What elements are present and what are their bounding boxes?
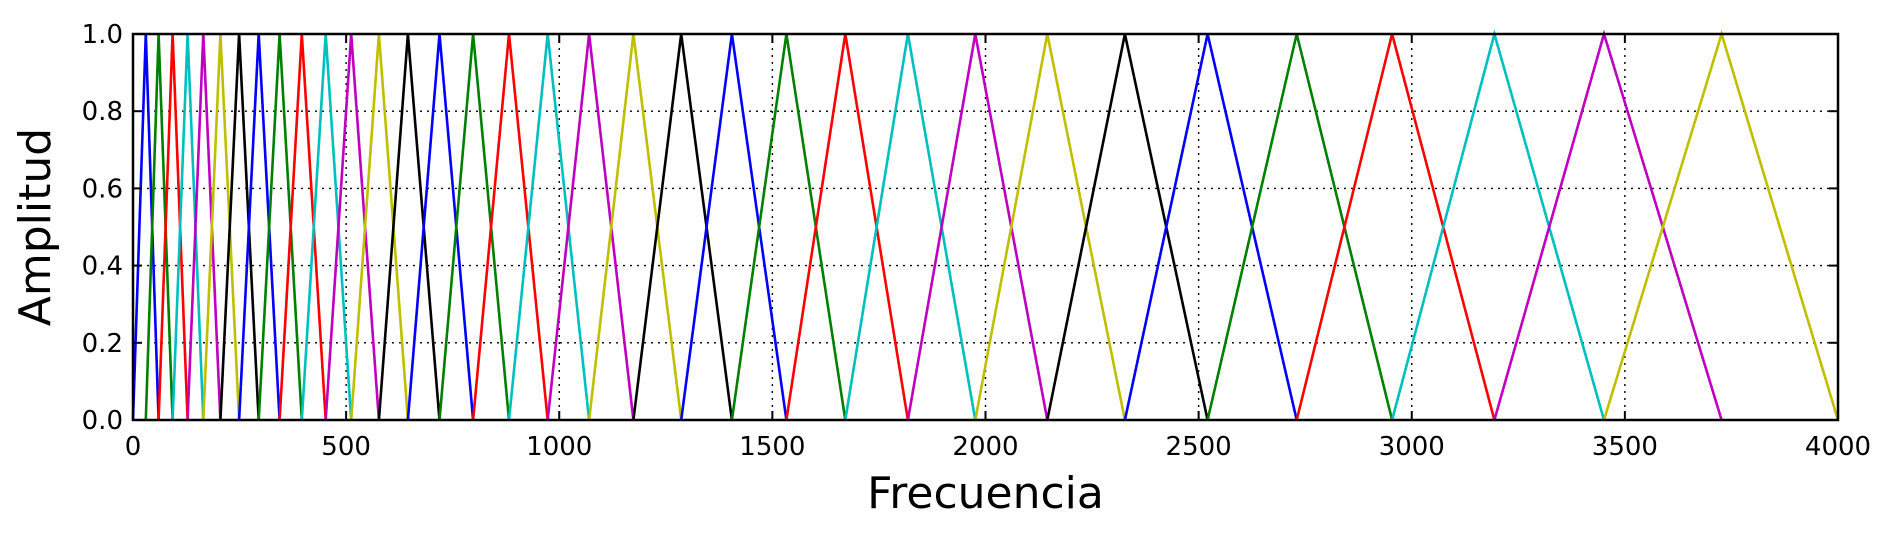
y-tick-label: 1.0: [82, 20, 123, 50]
x-tick-label: 4000: [1805, 432, 1871, 462]
filter-triangle-1: [131, 33, 160, 421]
filter-triangle-19: [546, 33, 635, 421]
filter-triangle-5: [186, 33, 222, 421]
x-tick-label: 1000: [526, 432, 592, 462]
filter-triangle-23: [730, 33, 847, 421]
filter-triangle-33: [1493, 29, 1723, 421]
x-axis-title: Frecuencia: [867, 468, 1104, 519]
x-tick-label: 500: [321, 432, 371, 462]
filter-series: [131, 29, 1840, 421]
filter-triangle-16: [438, 33, 511, 421]
y-tick-label: 0.6: [82, 174, 123, 204]
x-tick-label: 2500: [1166, 432, 1232, 462]
filter-triangle-6: [202, 33, 241, 421]
filter-triangle-26: [906, 33, 1049, 421]
filter-triangle-34: [1602, 29, 1840, 421]
filter-triangle-22: [679, 33, 788, 421]
filter-triangle-24: [785, 33, 910, 421]
x-tick-label: 3000: [1379, 432, 1445, 462]
x-tick-label: 1500: [739, 432, 805, 462]
y-tick-label: 0.4: [82, 252, 123, 282]
filter-triangle-11: [300, 33, 353, 421]
filter-triangle-7: [219, 33, 260, 421]
x-tick-label: 0: [125, 432, 142, 462]
filter-triangle-18: [507, 33, 591, 421]
filter-triangle-31: [1295, 33, 1496, 421]
filter-triangle-21: [632, 33, 734, 421]
filter-triangle-17: [471, 33, 549, 421]
filter-triangle-9: [257, 33, 304, 421]
filter-triangle-30: [1206, 33, 1394, 421]
filter-triangle-25: [844, 33, 977, 421]
y-tick-label: 0.0: [82, 406, 123, 436]
y-tick-label: 0.8: [82, 97, 123, 127]
x-tick-label: 3500: [1592, 432, 1658, 462]
y-axis-title: Amplitud: [10, 128, 61, 326]
filter-triangle-2: [144, 33, 174, 421]
filter-triangle-8: [237, 33, 281, 421]
filter-triangle-27: [974, 33, 1127, 421]
filter-triangle-13: [349, 33, 410, 421]
x-axis-ticks: 0 500 1000 1500 2000 2500 3000 3500 4000: [125, 34, 1871, 462]
filter-triangle-15: [406, 33, 475, 421]
y-axis-ticks: 0.0 0.2 0.4 0.6 0.8 1.0: [82, 20, 1838, 436]
filter-triangle-4: [171, 33, 205, 421]
filter-triangle-28: [1046, 33, 1209, 421]
y-tick-label: 0.2: [82, 329, 123, 359]
filter-triangle-20: [587, 33, 683, 421]
filter-triangle-3: [157, 33, 189, 421]
filter-triangle-12: [324, 33, 381, 421]
filter-triangle-32: [1390, 29, 1606, 421]
filter-triangle-10: [278, 33, 327, 421]
filter-triangle-29: [1123, 33, 1298, 421]
x-tick-label: 2000: [952, 432, 1018, 462]
filter-triangle-14: [377, 33, 441, 421]
